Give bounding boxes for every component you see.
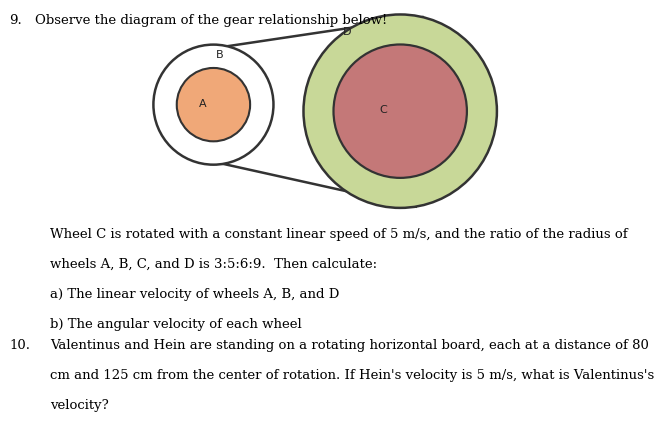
Circle shape: [177, 68, 250, 141]
Text: Valentinus and Hein are standing on a rotating horizontal board, each at a dista: Valentinus and Hein are standing on a ro…: [50, 339, 649, 352]
Text: D: D: [343, 27, 352, 37]
Circle shape: [153, 44, 273, 165]
Text: 10.: 10.: [9, 339, 30, 352]
Text: A: A: [199, 99, 206, 109]
Text: Observe the diagram of the gear relationship below!: Observe the diagram of the gear relation…: [35, 14, 388, 27]
Text: cm and 125 cm from the center of rotation. If Hein's velocity is 5 m/s, what is : cm and 125 cm from the center of rotatio…: [50, 369, 654, 382]
Text: C: C: [380, 105, 388, 115]
Text: b) The angular velocity of each wheel: b) The angular velocity of each wheel: [50, 318, 301, 331]
Text: B: B: [215, 51, 223, 61]
Text: a) The linear velocity of wheels A, B, and D: a) The linear velocity of wheels A, B, a…: [50, 288, 340, 301]
Text: wheels A, B, C, and D is 3:5:6:9.  Then calculate:: wheels A, B, C, and D is 3:5:6:9. Then c…: [50, 258, 377, 271]
Text: velocity?: velocity?: [50, 399, 109, 412]
Text: 9.: 9.: [9, 14, 22, 27]
Circle shape: [303, 14, 497, 208]
Circle shape: [334, 44, 467, 178]
Text: Wheel C is rotated with a constant linear speed of 5 m/s, and the ratio of the r: Wheel C is rotated with a constant linea…: [50, 228, 628, 241]
